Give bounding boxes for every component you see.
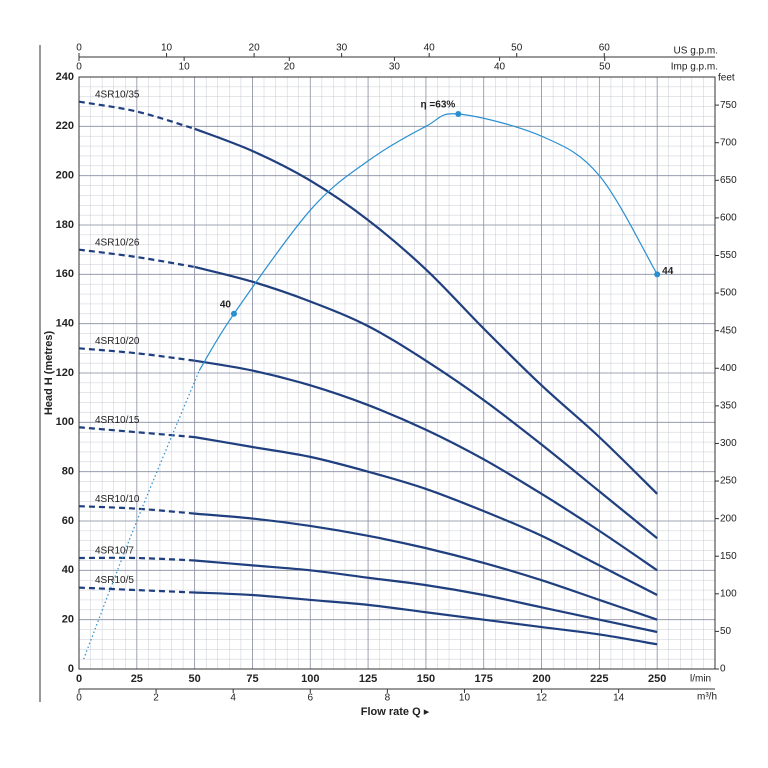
curve-dashed xyxy=(78,556,195,562)
y2-unit: feet xyxy=(718,73,735,84)
y2-tick-label: 700 xyxy=(720,137,737,148)
x-tick-label: 250 xyxy=(648,673,666,685)
y-tick-label: 40 xyxy=(62,564,74,576)
y2-tick-label: 550 xyxy=(720,250,737,261)
x-tick-label: 0 xyxy=(76,673,82,685)
bottom-tick-label: 4 xyxy=(230,693,236,704)
x-tick-label: 125 xyxy=(359,673,377,685)
curve-dashed xyxy=(78,586,195,594)
efficiency-point xyxy=(654,271,661,278)
curve-label: 4SR10/20 xyxy=(95,336,140,347)
curve-label: 4SR10/15 xyxy=(95,415,140,426)
bottom-tick-label: 0 xyxy=(76,693,82,704)
top-tick-label: 40 xyxy=(494,62,506,73)
curve-label: 4SR10/35 xyxy=(95,89,140,100)
efficiency-point xyxy=(230,310,237,317)
x-tick-label: 75 xyxy=(246,673,258,685)
y2-tick-label: 50 xyxy=(720,626,732,637)
top-tick-label: 20 xyxy=(284,62,296,73)
y-tick-label: 80 xyxy=(62,466,74,478)
x-tick-label: 175 xyxy=(475,673,493,685)
top-tick-label: 30 xyxy=(389,62,401,73)
top-tick-label: 60 xyxy=(599,43,611,54)
y-tick-label: 180 xyxy=(56,219,74,231)
curve-dashed xyxy=(78,426,195,439)
y-tick-label: 240 xyxy=(56,71,74,83)
top-tick-label: 50 xyxy=(599,62,611,73)
curve xyxy=(194,359,658,572)
efficiency-label: 40 xyxy=(220,299,232,310)
bottom-tick-label: 12 xyxy=(536,693,548,704)
x-tick-label: 50 xyxy=(189,673,201,685)
curve-label: 4SR10/10 xyxy=(95,494,140,505)
y2-tick-label: 100 xyxy=(720,588,737,599)
bottom-tick-label: 10 xyxy=(459,693,471,704)
curve-label: 4SR10/5 xyxy=(95,575,134,586)
y2-tick-label: 750 xyxy=(720,100,737,111)
top-tick-label: 10 xyxy=(161,43,173,54)
curve-label: 4SR10/7 xyxy=(95,546,134,557)
top-tick-label: 0 xyxy=(76,43,82,54)
top-unit: US g.p.m. xyxy=(674,46,718,57)
y2-tick-label: 0 xyxy=(720,664,726,675)
y-axis-title: Head H (metres) xyxy=(43,330,55,415)
y-tick-label: 0 xyxy=(68,663,74,675)
y-tick-label: 20 xyxy=(62,614,74,626)
x-axis-title: Flow rate Q ▸ xyxy=(361,706,430,718)
efficiency-point xyxy=(455,111,462,117)
y2-tick-label: 350 xyxy=(720,400,737,411)
top-tick-label: 40 xyxy=(424,43,436,54)
top-unit: Imp g.p.m. xyxy=(671,62,718,73)
efficiency-dotted xyxy=(83,370,200,660)
x-tick-label: 225 xyxy=(590,673,608,685)
x-tick-label: 150 xyxy=(417,673,435,685)
y-tick-label: 120 xyxy=(56,367,74,379)
y-tick-label: 200 xyxy=(56,170,74,182)
curve xyxy=(194,265,658,540)
y2-tick-label: 200 xyxy=(720,513,737,524)
efficiency-label: 44 xyxy=(662,266,674,277)
bottom-tick-label: 14 xyxy=(613,693,625,704)
efficiency-label: η =63% xyxy=(421,100,456,111)
x-tick-label: 200 xyxy=(532,673,550,685)
curve xyxy=(194,512,658,621)
y-tick-label: 160 xyxy=(56,268,74,280)
x-tick-label: 25 xyxy=(131,673,143,685)
plot-frame xyxy=(78,76,716,670)
top-tick-label: 0 xyxy=(76,62,82,73)
y-tick-label: 100 xyxy=(56,416,74,428)
y-tick-label: 220 xyxy=(56,120,74,132)
y2-tick-label: 250 xyxy=(720,476,737,487)
y2-tick-label: 500 xyxy=(720,288,737,299)
curve xyxy=(194,591,658,646)
bottom-tick-label: 2 xyxy=(153,693,159,704)
y2-tick-label: 300 xyxy=(720,438,737,449)
y2-tick-label: 150 xyxy=(720,551,737,562)
x-unit: l/min xyxy=(690,674,711,685)
bottom-unit: m³/h xyxy=(697,692,717,703)
x-tick-label: 100 xyxy=(301,673,319,685)
bottom-tick-label: 8 xyxy=(385,693,391,704)
curve-dashed xyxy=(78,100,195,130)
curve-label: 4SR10/26 xyxy=(95,237,140,248)
curve xyxy=(194,559,658,634)
y2-tick-label: 450 xyxy=(720,325,737,336)
y2-tick-label: 650 xyxy=(720,175,737,186)
top-tick-label: 30 xyxy=(336,43,348,54)
bottom-tick-label: 6 xyxy=(307,693,313,704)
y-tick-label: 60 xyxy=(62,515,74,527)
y2-tick-label: 600 xyxy=(720,213,737,224)
top-tick-label: 10 xyxy=(179,62,191,73)
curve-dashed xyxy=(78,505,195,515)
curve xyxy=(194,436,658,596)
curve-dashed xyxy=(78,248,195,269)
top-tick-label: 50 xyxy=(511,43,523,54)
top-tick-label: 20 xyxy=(249,43,261,54)
y2-tick-label: 400 xyxy=(720,363,737,374)
curve xyxy=(194,127,658,495)
curve-dashed xyxy=(78,347,195,362)
y-tick-label: 140 xyxy=(56,318,74,330)
efficiency-curve xyxy=(198,113,658,371)
